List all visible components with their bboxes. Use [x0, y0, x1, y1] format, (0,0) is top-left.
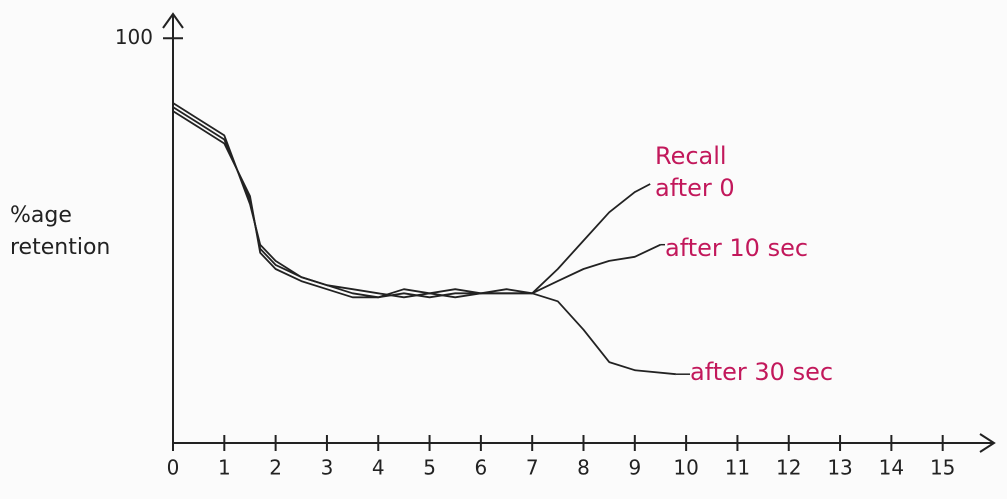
x-tick-label: 0: [167, 456, 180, 480]
y-label-box: %age retention: [10, 200, 140, 280]
series-label-box: Recall after 0 sec: [655, 140, 765, 210]
legend-label: after 10 sec: [665, 232, 925, 264]
x-tick-label: 14: [879, 456, 904, 480]
x-tick-label: 1: [218, 456, 231, 480]
x-tick-label: 13: [827, 456, 852, 480]
y-tick-label: 100: [115, 25, 153, 49]
chart: %age retention 0123456789101112131415100…: [0, 0, 1007, 499]
line: [173, 111, 661, 297]
x-tick-label: 11: [725, 456, 750, 480]
x-tick-label: 6: [475, 456, 488, 480]
x-tick-label: 9: [628, 456, 641, 480]
x-tick-label: 15: [930, 456, 955, 480]
y-axis-label: %age retention: [10, 200, 140, 264]
x-tick-label: 5: [423, 456, 436, 480]
x-tick-label: 10: [673, 456, 698, 480]
line: [173, 107, 650, 297]
series-label-box: after 30 sec: [690, 356, 950, 426]
legend-label: after 30 sec: [690, 356, 950, 388]
x-tick-label: 7: [526, 456, 539, 480]
x-tick-label: 3: [321, 456, 334, 480]
line: [173, 103, 676, 374]
x-tick-label: 2: [269, 456, 282, 480]
x-tick-label: 8: [577, 456, 590, 480]
legend-label: Recall after 0 sec: [655, 140, 765, 210]
x-tick-label: 4: [372, 456, 385, 480]
x-tick-label: 12: [776, 456, 801, 480]
series-label-box: after 10 sec: [665, 232, 925, 302]
